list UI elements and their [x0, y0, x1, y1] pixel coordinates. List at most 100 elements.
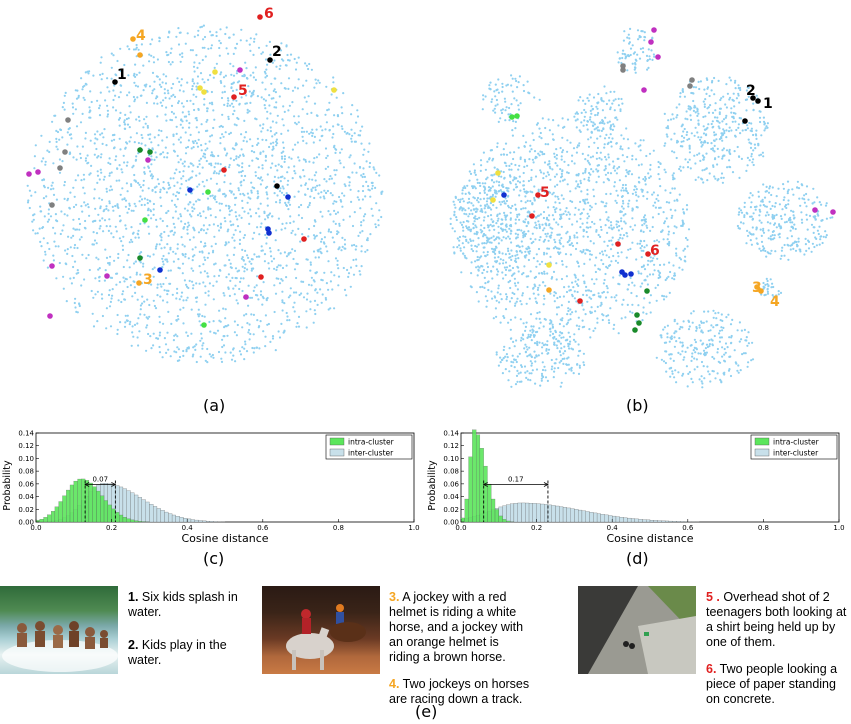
scatter-dot [264, 233, 267, 237]
scatter-dot [577, 372, 581, 375]
scatter-dot [781, 208, 784, 211]
scatter-dot [595, 230, 598, 233]
scatter-dot [360, 224, 363, 227]
scatter-dot [53, 240, 56, 243]
scatter-dot [176, 247, 179, 250]
scatter-dot [547, 173, 550, 176]
scatter-dot [630, 291, 633, 295]
scatter-dot [734, 79, 737, 82]
scatter-dot [458, 239, 461, 242]
scatter-dot [163, 289, 166, 292]
scatter-dot [107, 293, 111, 297]
scatter-dot [588, 171, 591, 175]
scatter-dot [559, 208, 562, 211]
scatter-dot [560, 304, 563, 307]
scatter-dot [803, 253, 806, 256]
scatter-dot [147, 332, 150, 336]
scatter-dot [652, 251, 655, 254]
scatter-dot [523, 221, 526, 224]
scatter-dot [547, 219, 550, 222]
scatter-dot [283, 157, 286, 161]
scatter-dot [712, 165, 715, 168]
scatter-dot [493, 256, 496, 259]
scatter-dot [472, 204, 475, 207]
scatter-dot [199, 271, 202, 274]
scatter-dot [494, 245, 498, 248]
scatter-dot [605, 315, 608, 318]
scatter-dot [277, 163, 280, 166]
scatter-dot [260, 222, 263, 225]
scatter-dot [186, 32, 189, 35]
scatter-dot [540, 260, 544, 263]
scatter-dot [597, 175, 600, 178]
scatter-dot [90, 100, 93, 104]
scatter-dot [233, 246, 236, 249]
scatter-dot [555, 173, 558, 176]
scatter-dot [186, 209, 189, 212]
scatter-dot [630, 173, 634, 176]
scatter-dot [543, 297, 546, 300]
scatter-dot [494, 307, 497, 310]
scatter-dot [187, 221, 190, 224]
scatter-dot [315, 234, 318, 237]
scatter-dot [640, 272, 643, 275]
scatter-dot [495, 261, 498, 264]
scatter-dot [508, 237, 511, 240]
scatter-dot [714, 109, 717, 112]
scatter-dot [764, 249, 767, 253]
scatter-dot [105, 205, 108, 208]
scatter-dot [473, 216, 476, 219]
scatter-dot [163, 230, 166, 234]
scatter-dot [224, 351, 227, 354]
scatter-dot [100, 198, 104, 201]
scatter-dot [117, 96, 121, 99]
scatter-dot [592, 329, 595, 332]
scatter-dot [220, 360, 224, 363]
scatter-dot [783, 243, 786, 247]
scatter-dot [269, 53, 272, 56]
scatter-dot [743, 215, 746, 219]
scatter-dot [785, 220, 788, 223]
scatter-dot [259, 183, 262, 186]
scatter-dot [313, 309, 316, 312]
scatter-dot [179, 123, 182, 126]
scatter-dot [728, 159, 731, 162]
scatter-dot [128, 105, 131, 108]
scatter-dot [345, 132, 348, 135]
scatter-dot [465, 219, 469, 223]
scatter-dot [535, 216, 538, 219]
scatter-dot [530, 364, 533, 367]
scatter-dot [543, 161, 547, 164]
scatter-dot [479, 159, 483, 162]
scatter-dot [538, 226, 541, 230]
scatter-dot [470, 209, 473, 212]
scatter-dot [81, 88, 84, 91]
scatter-dot [725, 136, 728, 139]
scatter-dot [329, 231, 333, 234]
scatter-dot [147, 282, 150, 285]
scatter-dot [646, 275, 649, 278]
scatter-dot [626, 155, 629, 159]
scatter-dot [519, 371, 522, 374]
scatter-dot [71, 106, 75, 109]
scatter-dot [762, 116, 765, 119]
scatter-dot [679, 169, 682, 172]
scatter-dot [485, 200, 489, 203]
scatter-dot [760, 240, 764, 243]
scatter-dot [523, 347, 526, 350]
scatter-dot [102, 178, 105, 181]
scatter-dot [597, 169, 600, 172]
scatter-dot [739, 88, 742, 92]
scatter-dot [243, 194, 246, 197]
scatter-dot [533, 198, 536, 201]
scatter-dot [82, 96, 85, 99]
scatter-dot [622, 202, 625, 205]
scatter-dot [527, 179, 530, 183]
scatter-dot [488, 157, 491, 160]
scatter-dot [499, 189, 502, 192]
scatter-dot [732, 99, 735, 102]
scatter-dot [565, 290, 569, 294]
scatter-dot [167, 269, 170, 272]
scatter-dot [72, 265, 75, 269]
scatter-dot [193, 35, 196, 38]
